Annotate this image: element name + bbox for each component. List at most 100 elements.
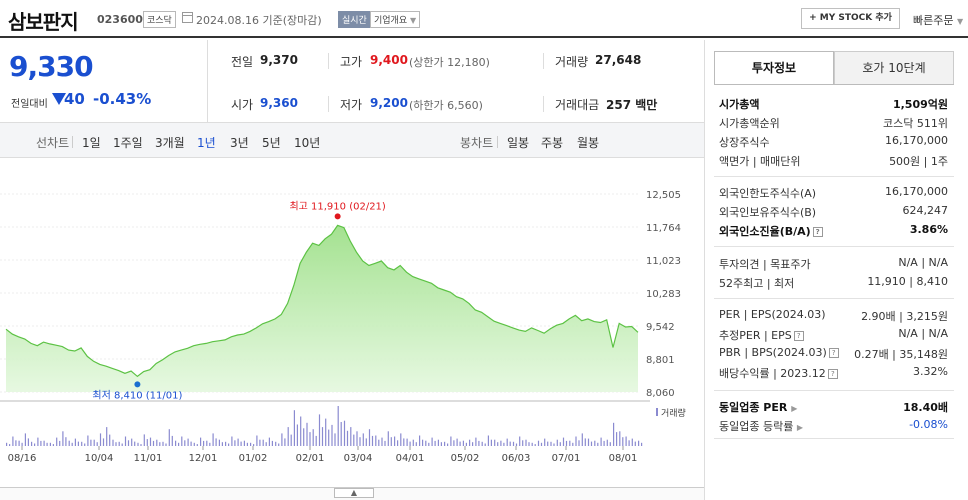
volume-bar bbox=[246, 442, 248, 446]
corp-info-dropdown[interactable]: 기업개요 ▼ bbox=[370, 11, 421, 28]
volume-bar bbox=[149, 437, 152, 446]
volume-bar bbox=[284, 438, 286, 446]
volume-bar bbox=[622, 437, 624, 446]
volume-bar bbox=[415, 442, 417, 446]
volume-bar bbox=[606, 439, 608, 446]
realtime-badge[interactable]: 실시간 bbox=[338, 11, 371, 28]
period-1w[interactable]: 1주일 bbox=[113, 136, 143, 150]
chevron-right-icon[interactable]: ▶ bbox=[796, 423, 803, 432]
volume-bar bbox=[506, 438, 508, 446]
opinion-label: 투자의견 | 목표주가 bbox=[719, 258, 811, 271]
volume-bar bbox=[259, 439, 261, 446]
volume-bar bbox=[318, 414, 321, 446]
volume-bar bbox=[290, 434, 292, 446]
help-icon[interactable]: ? bbox=[812, 227, 823, 237]
volume-bar bbox=[340, 422, 342, 446]
volume-bar bbox=[140, 444, 142, 446]
volume-bar bbox=[559, 442, 561, 446]
volume-bar bbox=[569, 440, 571, 446]
volume-bar bbox=[619, 431, 621, 446]
divider bbox=[714, 390, 954, 391]
volume-bar bbox=[162, 441, 164, 446]
quick-order-link[interactable]: 빠른주문 ▼ bbox=[913, 12, 963, 28]
tab-ask-10[interactable]: 호가 10단계 bbox=[834, 51, 954, 85]
period-3y[interactable]: 3년 bbox=[230, 136, 249, 150]
period-10y[interactable]: 10년 bbox=[294, 136, 321, 150]
dividend-value: 3.32% bbox=[913, 365, 948, 378]
volume-bar bbox=[412, 439, 414, 446]
volume-bar bbox=[509, 441, 511, 446]
period-1d[interactable]: 1일 bbox=[82, 136, 101, 150]
volume-bar bbox=[31, 441, 33, 446]
price-chart[interactable]: 12,50511,76411,02310,2839,5428,8018,060 … bbox=[0, 160, 704, 500]
volume-bar bbox=[544, 438, 546, 446]
tab-invest-info[interactable]: 투자정보 bbox=[714, 51, 834, 85]
sector-per-value: 18.40배 bbox=[903, 401, 948, 414]
volume-bar bbox=[478, 440, 480, 446]
volume-bar bbox=[250, 442, 252, 446]
period-3m[interactable]: 3개월 bbox=[155, 136, 185, 150]
low-value: 9,200 bbox=[370, 96, 408, 110]
volume-bar bbox=[243, 440, 245, 446]
volume-bar bbox=[371, 435, 374, 446]
volume-bar bbox=[616, 432, 618, 446]
x-tick-label: 08/16 bbox=[8, 453, 37, 464]
period-1y[interactable]: 1년 bbox=[197, 136, 216, 150]
volume-bar bbox=[331, 424, 333, 446]
volume-bar bbox=[62, 431, 64, 446]
volume-bar bbox=[456, 438, 458, 446]
min-marker bbox=[134, 381, 141, 388]
help-icon[interactable]: ? bbox=[828, 348, 839, 358]
listed-shares-label: 상장주식수 bbox=[719, 136, 770, 149]
volume-bar bbox=[187, 438, 189, 446]
volume-bar bbox=[587, 438, 590, 446]
volume-bar bbox=[234, 440, 236, 446]
volume-bar bbox=[287, 427, 289, 446]
add-mystock-button[interactable]: + MY STOCK 추가 bbox=[801, 8, 900, 29]
est-per-label: 추정PER | EPS? bbox=[719, 327, 804, 343]
volume-bar bbox=[594, 440, 596, 446]
dividend-text: 배당수익률 | 2023.12 bbox=[719, 367, 826, 380]
stock-name: 삼보판지 bbox=[8, 10, 79, 34]
open-value: 9,360 bbox=[260, 96, 298, 110]
volume-bar bbox=[362, 433, 364, 446]
corp-info-label: 기업개요 bbox=[374, 16, 408, 26]
help-icon[interactable]: ? bbox=[827, 369, 838, 379]
prev-close-label: 전일 bbox=[231, 55, 254, 69]
candle-weekly[interactable]: 주봉 bbox=[541, 136, 564, 150]
candle-daily[interactable]: 일봉 bbox=[507, 136, 530, 150]
volume-bar bbox=[256, 435, 258, 446]
period-5y[interactable]: 5년 bbox=[262, 136, 281, 150]
volume-bar bbox=[631, 438, 633, 446]
volume-bar bbox=[127, 440, 130, 446]
help-icon[interactable]: ? bbox=[793, 331, 804, 341]
52w-value: 11,910 | 8,410 bbox=[867, 275, 948, 288]
volume-bar bbox=[309, 432, 311, 446]
volume-bar bbox=[296, 424, 298, 446]
volume-bar bbox=[9, 444, 11, 446]
current-price: 9,330 bbox=[9, 50, 94, 83]
divider bbox=[208, 122, 704, 123]
volume-bar bbox=[490, 439, 492, 446]
volume-bar bbox=[484, 443, 486, 446]
divider bbox=[714, 84, 954, 85]
volume-bar bbox=[346, 430, 349, 446]
prev-close-value: 9,370 bbox=[260, 53, 298, 67]
candle-monthly[interactable]: 월봉 bbox=[577, 136, 600, 150]
price-line bbox=[5, 224, 639, 378]
volume-bar bbox=[6, 442, 8, 446]
x-tick-label: 10/04 bbox=[85, 453, 114, 464]
volume-bar bbox=[268, 437, 270, 446]
pbr-bps-label: PBR | BPS(2024.03)? bbox=[719, 346, 839, 359]
volume-bar bbox=[293, 410, 295, 446]
volume-bar bbox=[271, 440, 273, 446]
amount-label: 거래대금 bbox=[555, 98, 600, 112]
volume-bar bbox=[49, 442, 51, 446]
pbr-bps-text: PBR | BPS(2024.03) bbox=[719, 346, 827, 359]
chevron-right-icon[interactable]: ▶ bbox=[791, 404, 798, 413]
volume-bar bbox=[121, 443, 123, 446]
volume-bar bbox=[109, 434, 111, 446]
collapse-chart-button[interactable]: ▲ bbox=[334, 488, 374, 498]
volume-bar bbox=[465, 442, 467, 446]
y-tick-label: 11,023 bbox=[646, 256, 681, 267]
